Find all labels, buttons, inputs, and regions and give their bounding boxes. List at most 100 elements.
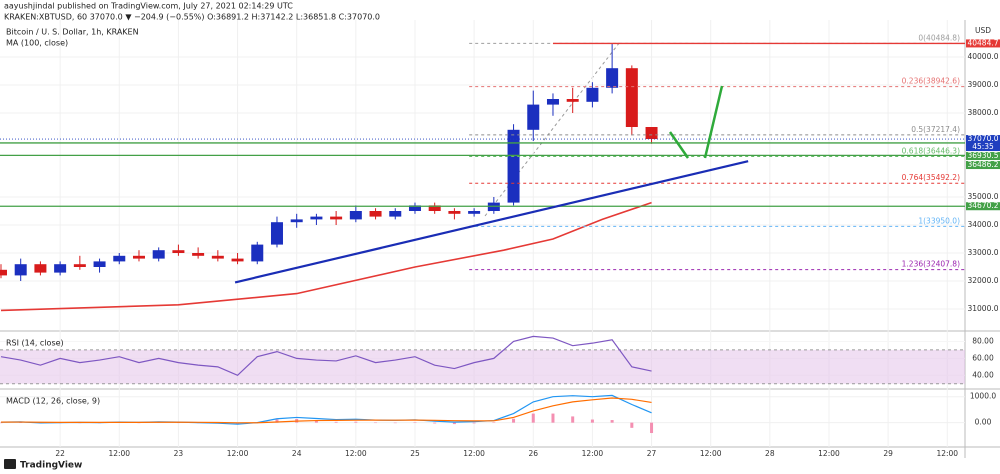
x-tick-label: 12:00 bbox=[582, 449, 604, 458]
candle-body bbox=[251, 244, 264, 262]
logo-icon bbox=[4, 459, 16, 469]
trendline bbox=[234, 160, 749, 284]
x-tick-label: 22 bbox=[55, 449, 65, 458]
y-tick-label: 33000.0 bbox=[967, 248, 998, 257]
price-box-label: 36486.2 bbox=[967, 160, 998, 169]
fib-label: 1(33950.0) bbox=[918, 216, 960, 225]
histogram-bar bbox=[354, 421, 358, 423]
fib-label: 0.236(38942.6) bbox=[902, 77, 960, 86]
x-tick-label: 12:00 bbox=[345, 449, 367, 458]
x-tick-label: 23 bbox=[174, 449, 184, 458]
legend-entry: MA (100, close) bbox=[6, 39, 68, 48]
candle-body bbox=[408, 205, 421, 211]
candle-body bbox=[349, 211, 362, 220]
x-tick-label: 12:00 bbox=[227, 449, 249, 458]
x-tick-label: 27 bbox=[647, 449, 657, 458]
x-tick-label: 12:00 bbox=[818, 449, 840, 458]
candle-body bbox=[34, 264, 47, 273]
price-box bbox=[966, 202, 1000, 211]
candle-body bbox=[468, 211, 481, 214]
candle-body bbox=[310, 216, 323, 220]
x-tick-label: 29 bbox=[883, 449, 893, 458]
y-tick-label: 39000.0 bbox=[967, 80, 998, 89]
y-tick-label: 32000.0 bbox=[967, 276, 998, 285]
y-tick-label: 80.00 bbox=[972, 336, 994, 345]
x-tick-label: 12:00 bbox=[463, 449, 485, 458]
candle-body bbox=[448, 211, 461, 214]
candle-body bbox=[507, 129, 520, 203]
indicator-line bbox=[0, 335, 652, 377]
price-box-label: 34670.2 bbox=[967, 201, 998, 210]
symbol-line: KRAKEN:XBTUSD, 60 37070.0 ▼ −204.9 (−0.5… bbox=[4, 13, 380, 22]
x-tick-label: 26 bbox=[528, 449, 538, 458]
histogram-bar bbox=[630, 422, 634, 428]
candle-body bbox=[152, 250, 165, 259]
fib-label: 0.764(35492.2) bbox=[902, 173, 960, 182]
histogram-bar bbox=[551, 413, 555, 423]
x-tick-label: 24 bbox=[292, 449, 302, 458]
indicator-line bbox=[0, 397, 652, 424]
candle-body bbox=[172, 250, 185, 253]
histogram-bar bbox=[433, 422, 437, 424]
candle-body bbox=[330, 216, 343, 220]
histogram-bar bbox=[512, 418, 516, 423]
countdown: 45:35 bbox=[972, 142, 994, 151]
candle-body bbox=[428, 205, 441, 211]
fib-label: 0(40484.8) bbox=[918, 33, 960, 42]
footer-logo: TradingView bbox=[20, 461, 82, 471]
x-tick-label: 25 bbox=[410, 449, 420, 458]
price-box-label: 36930.5 bbox=[967, 151, 998, 160]
histogram-bar bbox=[531, 413, 535, 423]
y-tick-label: 38000.0 bbox=[967, 108, 998, 117]
histogram-bar bbox=[19, 422, 23, 423]
histogram-bar bbox=[334, 421, 338, 423]
candle-body bbox=[546, 99, 559, 105]
histogram-bar bbox=[650, 422, 654, 434]
candle-body bbox=[113, 255, 126, 262]
y-tick-label: 60.00 bbox=[972, 353, 994, 362]
fib-label: 0.5(37217.4) bbox=[911, 125, 960, 134]
candle-body bbox=[645, 127, 658, 140]
candle-body bbox=[270, 222, 283, 245]
candle-body bbox=[586, 87, 599, 102]
green-arrow bbox=[668, 131, 690, 159]
candle-body bbox=[93, 261, 106, 267]
price-box bbox=[966, 39, 1000, 48]
price-box bbox=[966, 161, 1000, 170]
candle-body bbox=[132, 255, 145, 259]
candle-body bbox=[625, 68, 638, 127]
y-tick-label: 40.00 bbox=[972, 370, 994, 379]
candle-body bbox=[369, 211, 382, 217]
publisher-line: aayushjindal published on TradingView.co… bbox=[4, 2, 293, 11]
histogram-bar bbox=[374, 422, 378, 424]
x-tick-label: 12:00 bbox=[936, 449, 958, 458]
fib-diagonal bbox=[484, 41, 621, 217]
candle-body bbox=[527, 104, 540, 130]
histogram-bar bbox=[0, 422, 3, 424]
x-tick-label: 12:00 bbox=[700, 449, 722, 458]
histogram-bar bbox=[472, 422, 476, 424]
histogram-bar bbox=[275, 419, 279, 423]
histogram-bar bbox=[452, 422, 456, 425]
histogram-bar bbox=[413, 422, 417, 423]
histogram-bar bbox=[590, 419, 594, 423]
y-tick-label: 35000.0 bbox=[967, 192, 998, 201]
candle-body bbox=[566, 99, 579, 102]
x-tick-label: 12:00 bbox=[108, 449, 130, 458]
ma-line bbox=[0, 201, 652, 312]
candle-body bbox=[14, 264, 27, 276]
histogram-bar bbox=[610, 420, 614, 423]
candle-body bbox=[231, 258, 244, 262]
currency-label: USD bbox=[975, 26, 991, 35]
histogram-bar bbox=[314, 420, 318, 423]
marks: 22 12:00 23 12:00 24 12:00 25 12:00 26 12:00 27 12:… bbox=[0, 20, 1000, 458]
pane-title: RSI (14, close) bbox=[6, 339, 64, 348]
y-tick-label: 0.00 bbox=[975, 418, 992, 427]
candle-body bbox=[290, 219, 303, 223]
price-box-label: 37070.0 bbox=[967, 134, 998, 143]
candle-body bbox=[54, 264, 67, 273]
x-tick-label: 28 bbox=[765, 449, 775, 458]
candle-body bbox=[0, 269, 7, 276]
